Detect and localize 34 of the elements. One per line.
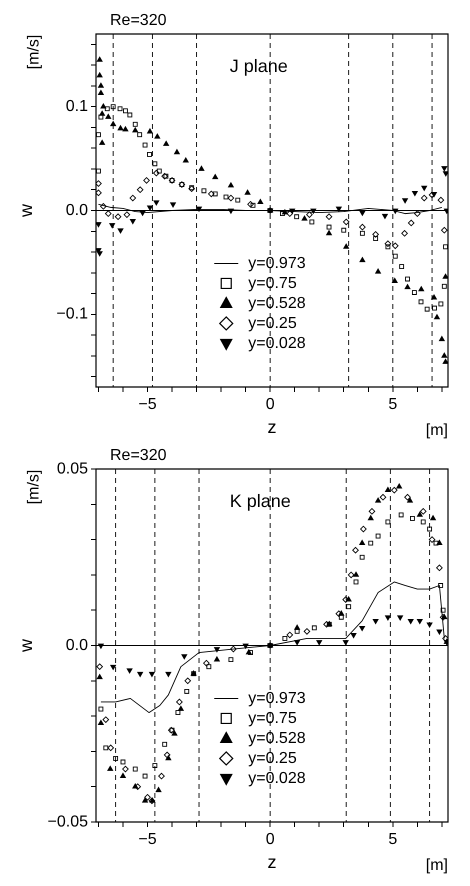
text: [m] [426,857,448,874]
legend-label: y=0.528 [248,730,306,747]
x-tick-label: −5 [138,831,157,848]
x-axis-title: z [268,852,276,872]
legend-label: y=0.028 [248,770,306,787]
annotation: J plane [230,56,288,76]
text: [m/s] [25,34,42,70]
text: [m] [426,422,448,439]
x-tick-label: 0 [266,831,275,848]
legend-label: y=0.25 [248,750,297,767]
y-tick-label: 0.05 [56,460,88,478]
y-tick-label: −0.1 [56,306,88,323]
legend-label: y=0.973 [248,690,306,707]
y-tick-label: 0.1 [66,98,88,116]
text: [m/s] [25,470,42,504]
legend-label: y=0.973 [248,254,306,272]
y-tick-label: 0.0 [66,202,88,219]
y-tick-label: 0.0 [66,636,88,654]
legend-label: y=0.75 [248,710,297,727]
legend-label: y=0.528 [248,294,306,312]
y-axis-title: w [16,203,36,218]
y-tick-label: −0.05 [48,813,88,830]
x-tick-label: −5 [138,396,157,414]
y-axis-title: w [16,638,36,653]
chart-title: Re=320 [110,12,167,29]
chart-title: Re=320 [110,447,167,464]
legend-label: y=0.028 [248,334,306,352]
x-tick-label: 0 [266,396,275,414]
legend-label: y=0.75 [248,274,297,292]
legend-label: y=0.25 [248,314,297,332]
x-tick-label: 5 [388,831,398,848]
annotation: K plane [230,491,291,511]
x-axis-title: z [268,417,276,438]
x-tick-label: 5 [388,396,398,414]
